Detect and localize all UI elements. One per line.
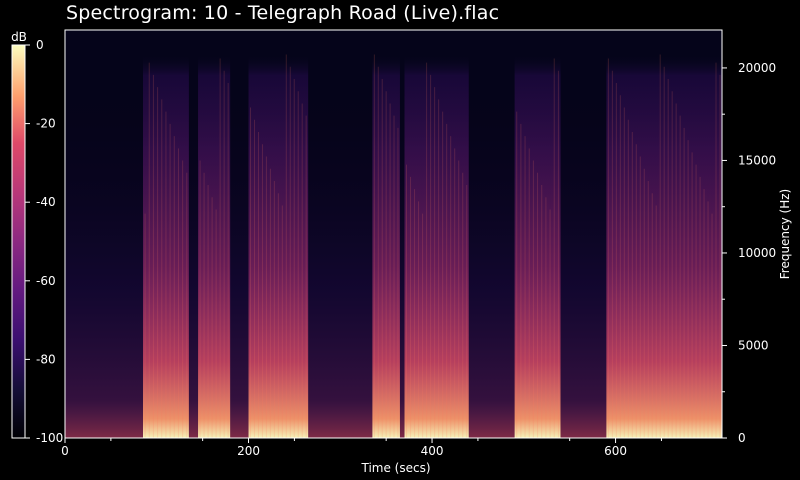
- y-tick-label: 20000: [738, 61, 776, 75]
- active-band: [606, 56, 722, 439]
- active-band: [404, 56, 469, 439]
- x-tick-label: 200: [237, 444, 260, 458]
- colorbar-tick-label: -40: [36, 195, 56, 209]
- x-axis: 0 200 400 600: [61, 438, 662, 458]
- y-axis: 0 5000 10000 15000 20000: [722, 61, 776, 445]
- x-axis-title: Time (secs): [360, 461, 430, 475]
- colorbar-tick-label: -80: [36, 352, 56, 366]
- x-tick-label: 400: [421, 444, 444, 458]
- active-band: [514, 56, 561, 439]
- colorbar-title: dB: [11, 30, 27, 44]
- x-tick-label: 0: [61, 444, 69, 458]
- x-tick-label: 600: [604, 444, 627, 458]
- y-axis-title: Frequency (Hz): [778, 189, 792, 280]
- colorbar-tick-label: 0: [36, 38, 44, 52]
- y-tick-label: 15000: [738, 153, 776, 167]
- y-tick-label: 10000: [738, 246, 776, 260]
- active-band: [372, 56, 400, 439]
- colorbar-tick-label: -100: [36, 431, 63, 445]
- y-tick-label: 0: [738, 431, 746, 445]
- colorbar-tick-label: -60: [36, 274, 56, 288]
- active-band: [248, 56, 309, 439]
- spectrogram-bands: [65, 54, 722, 439]
- colorbar-tick-label: -20: [36, 117, 56, 131]
- chart-title: Spectrogram: 10 - Telegraph Road (Live).…: [66, 2, 500, 24]
- y-tick-label: 5000: [738, 338, 769, 352]
- active-band: [198, 56, 231, 439]
- plot-frame: [64, 29, 723, 439]
- colorbar-axis: 0 -20 -40 -60 -80 -100: [25, 38, 63, 445]
- colorbar: [11, 44, 26, 439]
- active-band: [142, 56, 189, 439]
